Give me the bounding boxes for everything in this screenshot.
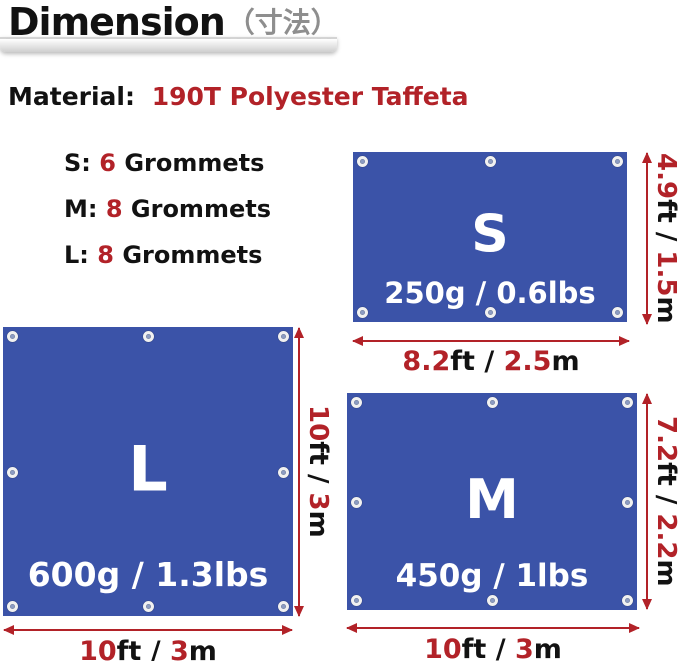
grommet-icon <box>612 156 623 167</box>
grommet-icon <box>351 397 362 408</box>
dim-value: 8.2 <box>402 346 451 377</box>
grommet-icon <box>351 595 362 606</box>
size-letter: M: <box>64 195 98 223</box>
dim-unit: m <box>551 346 580 377</box>
header-ribbon: Dimension（寸法） <box>0 0 339 54</box>
width-dimension-s: 8.2ft / 2.5m <box>353 346 629 377</box>
dim-unit: ft / <box>651 198 679 251</box>
dim-value: 2.5 <box>503 346 552 377</box>
grommet-count: 8 <box>105 195 123 223</box>
height-dimension-s: 4.9ft / 1.5m <box>651 152 679 324</box>
width-arrow-l <box>3 625 293 635</box>
dim-unit: m <box>533 634 562 661</box>
height-arrow-l <box>294 327 304 617</box>
tarp-l: L 600g / 1.3lbs <box>3 327 293 616</box>
grommet-icon <box>357 156 368 167</box>
grommet-icon <box>485 307 496 318</box>
grommet-word: Grommets <box>124 149 265 177</box>
tarp-weight-label: 450g / 1lbs <box>395 558 589 594</box>
page-title: Dimension（寸法） <box>8 0 339 52</box>
width-dimension-l: 10ft / 3m <box>4 636 292 661</box>
height-dimension-m: 7.2ft / 2.2m <box>651 393 679 610</box>
grommet-icon <box>143 331 154 342</box>
tarp-m: M 450g / 1lbs <box>347 393 637 610</box>
width-dimension-m: 10ft / 3m <box>347 634 639 661</box>
grommet-icon <box>622 595 633 606</box>
dim-value: 10 <box>303 405 333 442</box>
grommet-icon <box>278 601 289 612</box>
list-item: S: 6 Grommets <box>64 148 271 194</box>
grommet-icon <box>485 156 496 167</box>
grommet-icon <box>487 397 498 408</box>
tarp-size-label: M <box>465 467 519 531</box>
grommet-count: 8 <box>97 241 114 269</box>
list-item: M: 8 Grommets <box>64 194 271 240</box>
grommet-word: Grommets <box>122 241 263 269</box>
dim-value: 4.9 <box>651 152 679 199</box>
grommet-word: Grommets <box>130 195 271 223</box>
grommet-icon <box>622 496 633 508</box>
tarp-weight-label: 600g / 1.3lbs <box>27 555 269 594</box>
dim-value: 3 <box>303 492 333 511</box>
title-text: Dimension <box>8 0 226 44</box>
dim-unit: ft / <box>116 636 170 661</box>
dim-unit: m <box>303 510 333 538</box>
dim-value: 2.2 <box>651 513 679 560</box>
grommet-icon <box>612 307 623 318</box>
tarp-weight-label: 250g / 0.6lbs <box>384 276 596 310</box>
width-arrow-m <box>346 623 640 633</box>
grommet-icon <box>278 466 289 478</box>
tarp-size-label: L <box>128 432 168 506</box>
grommet-icon <box>7 601 18 612</box>
size-letter: S: <box>64 149 91 177</box>
height-arrow-m <box>642 393 652 610</box>
material-value: 190T Polyester Taffeta <box>151 82 469 111</box>
dim-value: 10 <box>79 636 117 661</box>
dim-unit: m <box>188 636 217 661</box>
dim-unit: ft / <box>303 441 333 493</box>
title-japanese: （寸法） <box>226 6 339 39</box>
dim-value: 7.2 <box>651 416 679 463</box>
dim-unit: m <box>651 296 679 324</box>
dim-value: 3 <box>514 634 534 661</box>
dim-value: 10 <box>424 634 462 661</box>
dim-unit: ft / <box>651 462 679 514</box>
material-label: Material: <box>8 82 135 111</box>
dim-unit: ft / <box>450 346 504 377</box>
dim-value: 3 <box>169 636 189 661</box>
width-arrow-s <box>352 336 630 346</box>
grommet-icon <box>7 331 18 342</box>
grommet-icon <box>143 601 154 612</box>
tarp-s: S 250g / 0.6lbs <box>353 152 627 322</box>
grommet-icon <box>351 496 362 508</box>
size-letter: L: <box>64 241 89 269</box>
tarp-size-label: S <box>471 204 509 265</box>
grommet-count: 6 <box>99 149 116 177</box>
grommet-icon <box>7 466 18 478</box>
grommet-icon <box>622 397 633 408</box>
grommet-count-list: S: 6 Grommets M: 8 Grommets L: 8 Grommet… <box>64 148 271 286</box>
dim-value: 1.5 <box>651 250 679 297</box>
material-line: Material: 190T Polyester Taffeta <box>8 82 469 111</box>
height-dimension-l: 10ft / 3m <box>303 327 333 616</box>
ribbon-bar <box>0 37 337 52</box>
dim-unit: m <box>651 559 679 587</box>
list-item: L: 8 Grommets <box>64 240 271 286</box>
grommet-icon <box>278 331 289 342</box>
dim-unit: ft / <box>461 634 515 661</box>
grommet-icon <box>487 595 498 606</box>
height-arrow-s <box>642 152 652 325</box>
grommet-icon <box>357 307 368 318</box>
